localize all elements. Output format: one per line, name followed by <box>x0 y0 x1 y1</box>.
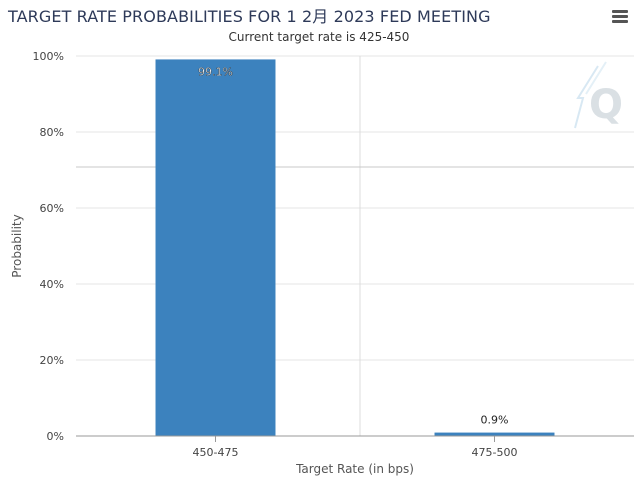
y-tick-label: 20% <box>40 354 64 367</box>
watermark-letter: Q <box>589 82 623 128</box>
y-axis-title: Probability <box>10 214 24 277</box>
x-tick-labels: 450-475 475-500 <box>193 436 518 459</box>
y-tick-labels: 0% 20% 40% 60% 80% 100% <box>33 50 64 443</box>
chart-title: TARGET RATE PROBABILITIES FOR 1 2月 2023 … <box>8 7 491 26</box>
y-tick-label: 80% <box>40 126 64 139</box>
x-tick-label: 475-500 <box>472 446 518 459</box>
watermark-logo: Q <box>574 61 623 129</box>
x-axis-title: Target Rate (in bps) <box>295 462 414 476</box>
x-tick-label: 450-475 <box>193 446 239 459</box>
data-label: 99.1% <box>198 65 233 78</box>
y-tick-label: 60% <box>40 202 64 215</box>
bar-450-475[interactable] <box>155 59 276 437</box>
hamburger-menu-icon[interactable] <box>612 10 628 24</box>
y-tick-label: 0% <box>47 430 64 443</box>
bars <box>155 59 555 437</box>
y-tick-label: 100% <box>33 50 64 63</box>
y-tick-label: 40% <box>40 278 64 291</box>
data-labels: 99.1% 0.9% <box>198 65 509 427</box>
chart-subtitle: Current target rate is 425-450 <box>228 30 410 44</box>
data-label: 0.9% <box>481 414 509 427</box>
bar-475-500[interactable] <box>434 432 555 436</box>
